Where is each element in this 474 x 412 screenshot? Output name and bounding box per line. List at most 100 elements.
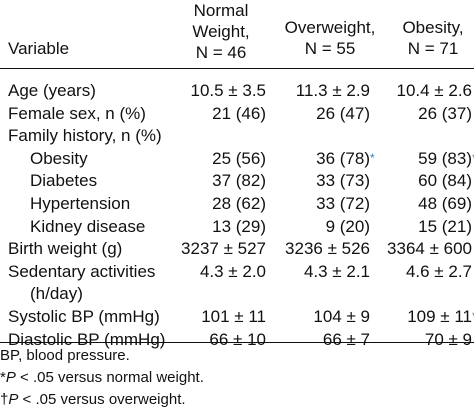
footnote-dagger: †: [0, 391, 9, 408]
cell-text: 70 ± 9: [424, 329, 472, 349]
cell-value: 66 ± 7: [323, 329, 370, 350]
cell-value: 104 ± 9: [313, 306, 370, 327]
row-value-col3: 109 ± 11*,†: [368, 306, 474, 327]
cell-value: 60 (84): [418, 170, 472, 191]
cell-text: 10.4 ± 2.6: [396, 81, 473, 100]
row-value-col2: 33 (72): [262, 193, 370, 214]
cell-value: 3364 ± 600: [387, 238, 472, 259]
header-normal-weight-line1: Normal: [193, 1, 249, 20]
row-value-col1: [160, 283, 266, 304]
cell-text: 104 ± 9: [313, 307, 370, 326]
header-overweight: Overweight, N = 55: [277, 17, 383, 59]
footnote-normal-weight-text: < .05 versus normal weight.: [15, 369, 204, 386]
row-label: Birth weight (g): [8, 239, 123, 259]
cell-value: 10.4 ± 2.6: [397, 80, 473, 101]
cell-text: 3364 ± 600: [387, 239, 472, 259]
footnote-abbreviation: BP, blood pressure.: [0, 346, 130, 365]
row-label: Hypertension: [30, 194, 131, 213]
cell-value: 101 ± 11: [201, 306, 266, 327]
row-value-col3: [368, 125, 472, 146]
row-label: Family history, n (%): [8, 126, 162, 146]
footnote-abbreviation-text: BP, blood pressure.: [0, 347, 130, 364]
header-overweight-line2: Overweight,: [284, 18, 376, 37]
cell-text: 37 (82): [212, 171, 266, 191]
row-value-col3: 59 (83)*: [368, 148, 474, 169]
cell-text: 48 (69): [418, 194, 472, 213]
cell-text: 109 ± 11: [407, 307, 472, 326]
cell-text: 59 (83): [418, 148, 472, 168]
cell-text: 4.3 ± 2.0: [199, 261, 266, 281]
cell-text: 4.3 ± 2.1: [303, 261, 370, 281]
row-value-col3: 26 (37): [368, 103, 472, 124]
row-value-col3: 3364 ± 600: [368, 238, 472, 259]
cell-text: 4.6 ± 2.7: [405, 261, 472, 281]
cell-text: 66 ± 10: [209, 329, 266, 349]
row-value-col1: 25 (56): [160, 148, 266, 169]
row-value-col1: 3237 ± 527: [160, 238, 266, 259]
header-normal-weight: Normal Weight, N = 46: [166, 0, 276, 63]
cell-text: 36 (78): [316, 148, 370, 168]
row-label: (h/day): [30, 284, 83, 304]
cell-value: 21 (46): [212, 103, 266, 124]
header-obesity-count: N = 71: [407, 39, 459, 58]
row-value-col1: 28 (62): [160, 193, 266, 214]
row-value-col1: 66 ± 10: [160, 329, 266, 350]
cell-text: 28 (62): [212, 194, 266, 213]
cell-text: 9 (20): [325, 216, 370, 236]
cell-text: 15 (21): [418, 216, 472, 236]
row-label: Kidney disease: [30, 216, 146, 236]
row-value-col1: 13 (29): [160, 216, 266, 237]
cell-value: 59 (83)*: [418, 148, 474, 169]
row-label: Age (years): [8, 81, 96, 100]
row-label: Diastolic BP (mmHg): [8, 329, 166, 349]
significance-mark: *: [472, 148, 474, 169]
row-value-col2: 33 (73): [262, 170, 370, 191]
row-value-col3: 15 (21): [368, 216, 472, 237]
row-value-col3: 4.6 ± 2.7: [368, 261, 472, 282]
row-value-col1: 21 (46): [160, 103, 266, 124]
significance-mark: *: [370, 150, 375, 165]
row-value-col3: [368, 283, 472, 304]
cell-text: 66 ± 7: [322, 329, 370, 349]
row-value-col2: 66 ± 7: [262, 329, 370, 350]
cell-value: 13 (29): [212, 216, 266, 237]
cell-value: 9 (20): [326, 216, 370, 237]
header-overweight-count: N = 55: [304, 39, 356, 58]
row-value-col2: 4.3 ± 2.1: [262, 261, 370, 282]
cell-text: 60 (84): [418, 171, 472, 191]
row-value-col1: [160, 125, 266, 146]
row-value-col1: 101 ± 11: [160, 306, 266, 327]
row-value-col2: 36 (78) *: [262, 148, 375, 169]
header-obesity: Obesity, N = 71: [383, 17, 474, 59]
cell-value: 70 ± 9: [425, 329, 472, 350]
cell-value: 3237 ± 527: [181, 238, 266, 259]
cell-text: 21 (46): [212, 103, 266, 123]
cell-text: 33 (73): [316, 171, 370, 191]
cell-text: 26 (47): [316, 103, 370, 123]
row-value-col2: 9 (20): [262, 216, 370, 237]
row-value-col2: 26 (47): [262, 103, 370, 124]
significance-mark: *,†: [472, 306, 474, 327]
header-rule: [0, 68, 474, 69]
cell-value: 66 ± 10: [209, 329, 266, 350]
cell-value: 4.3 ± 2.0: [200, 261, 266, 282]
header-obesity-line2: Obesity,: [402, 18, 464, 37]
header-normal-weight-line2: Weight,: [192, 22, 250, 41]
cell-text: 10.5 ± 3.5: [190, 81, 267, 100]
row-value-col3: 48 (69): [368, 193, 472, 214]
row-value-col1: 10.5 ± 3.5: [160, 80, 267, 101]
cell-value: 36 (78) *: [316, 148, 375, 169]
footnote-overweight-text: < .05 versus overweight.: [18, 391, 186, 408]
row-value-col1: 4.3 ± 2.0: [160, 261, 266, 282]
row-label: Female sex, n (%): [8, 103, 146, 123]
footnote-star: *: [0, 369, 6, 386]
row-value-col2: 3236 ± 526: [262, 238, 370, 259]
cell-value: 4.6 ± 2.7: [406, 261, 472, 282]
footer-rule: [0, 342, 474, 343]
cell-value: 109 ± 11*,†: [407, 306, 474, 327]
row-value-col2: 104 ± 9: [262, 306, 370, 327]
cell-value: 33 (73): [316, 170, 370, 191]
row-label: Sedentary activities: [8, 261, 156, 281]
header-variable: Variable: [8, 39, 70, 58]
